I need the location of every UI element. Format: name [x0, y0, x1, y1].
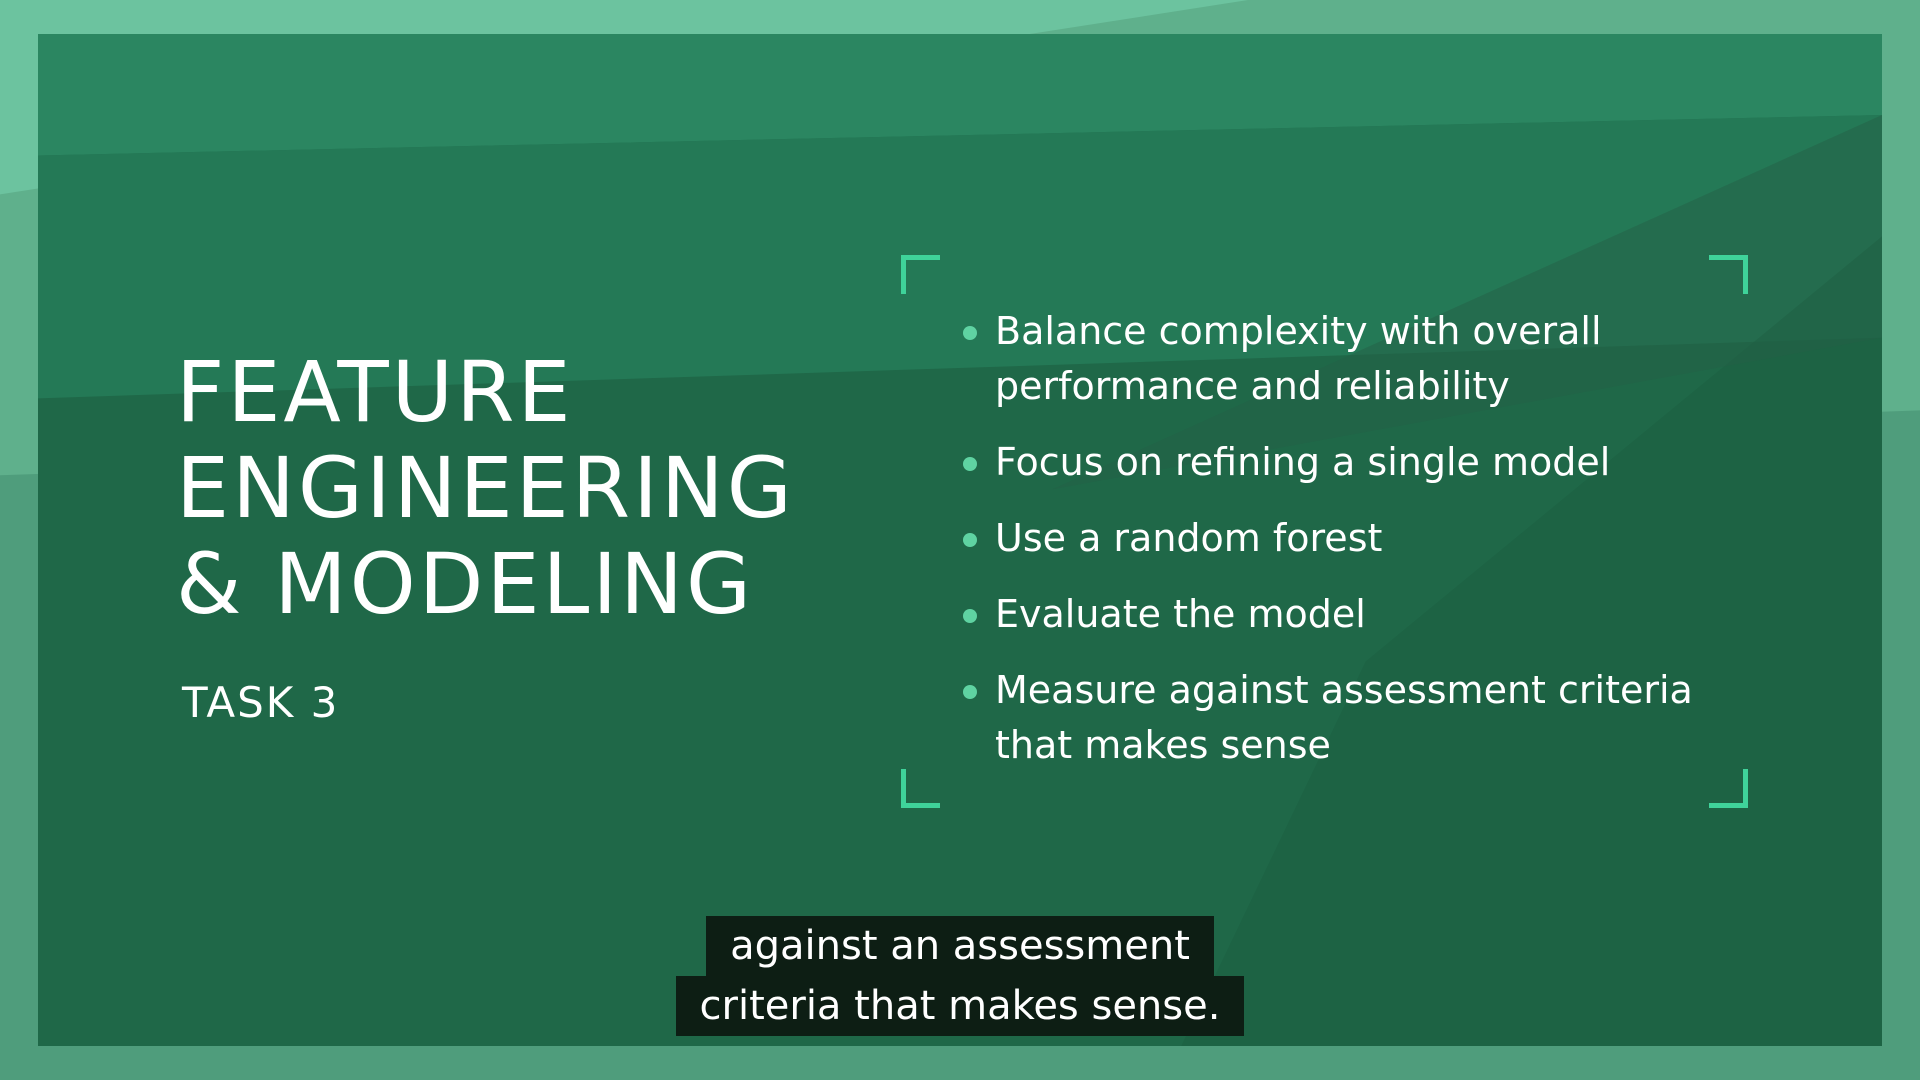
bullet-dot-icon: [963, 326, 977, 340]
slide-panel: FEATURE ENGINEERING & MODELING TASK 3 Ba…: [38, 34, 1882, 1046]
bullet-item: Balance complexity with overall performa…: [963, 304, 1723, 414]
bullet-dot-icon: [963, 457, 977, 471]
bullet-text: Use a random forest: [995, 516, 1383, 560]
bullet-item: Evaluate the model: [963, 587, 1723, 642]
slide-title-line: FEATURE: [176, 343, 574, 441]
slide-title-line: ENGINEERING: [176, 439, 795, 537]
bullet-list: Balance complexity with overall performa…: [963, 304, 1723, 794]
bullet-text: Focus on refining a single model: [995, 440, 1611, 484]
closed-caption: against an assessment criteria that make…: [0, 916, 1920, 1036]
bullet-dot-icon: [963, 533, 977, 547]
bullet-item: Measure against assessment criteria that…: [963, 663, 1723, 773]
bullet-dot-icon: [963, 685, 977, 699]
slide-subtitle: TASK 3: [182, 678, 340, 727]
bullet-text: Evaluate the model: [995, 592, 1366, 636]
bullet-item: Use a random forest: [963, 511, 1723, 566]
bullet-item: Focus on refining a single model: [963, 435, 1723, 490]
bullet-text: Balance complexity with overall performa…: [995, 309, 1602, 408]
caption-line: against an assessment: [706, 916, 1214, 976]
slide-title-line: & MODELING: [176, 535, 755, 633]
caption-line: criteria that makes sense.: [675, 976, 1245, 1036]
bullet-dot-icon: [963, 609, 977, 623]
slide-title: FEATURE ENGINEERING & MODELING: [176, 344, 795, 632]
corner-bracket-top-right: [1709, 255, 1748, 294]
bullet-text: Measure against assessment criteria that…: [995, 668, 1693, 767]
corner-bracket-bottom-right: [1709, 769, 1748, 808]
corner-bracket-top-left: [901, 255, 940, 294]
corner-bracket-bottom-left: [901, 769, 940, 808]
